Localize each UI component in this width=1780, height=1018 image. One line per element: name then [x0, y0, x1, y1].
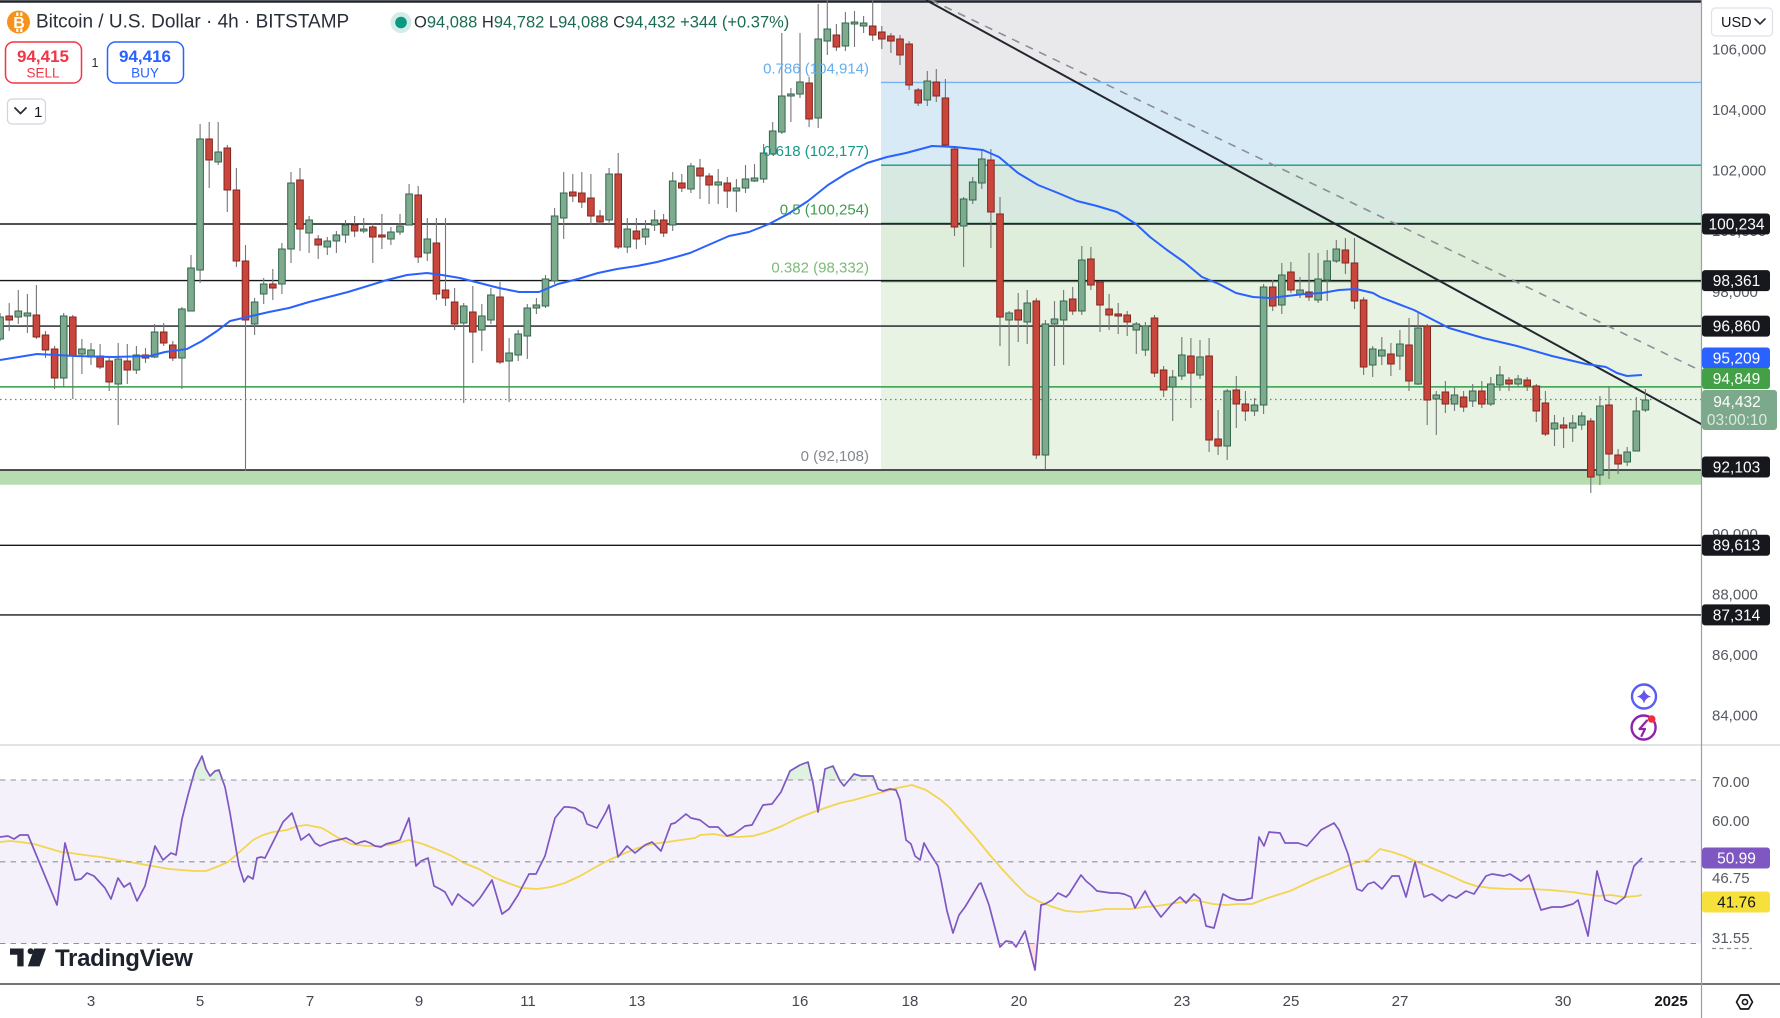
svg-text:94,849: 94,849: [1713, 371, 1760, 388]
svg-text:100,234: 100,234: [1708, 216, 1764, 233]
svg-text:16: 16: [792, 993, 809, 1010]
svg-text:18: 18: [902, 993, 919, 1010]
svg-text:3: 3: [87, 993, 95, 1010]
svg-text:102,000: 102,000: [1712, 163, 1766, 180]
svg-text:5: 5: [196, 993, 204, 1010]
svg-text:0.618 (102,177): 0.618 (102,177): [763, 143, 869, 160]
svg-text:92,103: 92,103: [1713, 459, 1760, 476]
svg-text:60.00: 60.00: [1712, 813, 1750, 830]
svg-text:TradingView: TradingView: [55, 945, 193, 972]
svg-text:7: 7: [306, 993, 314, 1010]
svg-text:0 (92,108): 0 (92,108): [801, 448, 869, 465]
svg-text:USD: USD: [1721, 15, 1752, 31]
svg-text:98,361: 98,361: [1713, 273, 1760, 290]
svg-text:O94,088 H94,782 L94,088 C94,43: O94,088 H94,782 L94,088 C94,432 +344 (+0…: [414, 14, 789, 32]
svg-text:89,613: 89,613: [1713, 538, 1760, 555]
svg-text:50.99: 50.99: [1717, 850, 1756, 867]
svg-text:BUY: BUY: [131, 66, 159, 81]
svg-text:87,314: 87,314: [1713, 607, 1761, 624]
svg-text:104,000: 104,000: [1712, 102, 1766, 119]
svg-text:20: 20: [1011, 993, 1028, 1010]
svg-text:86,000: 86,000: [1712, 647, 1758, 664]
svg-text:30: 30: [1555, 993, 1572, 1010]
svg-text:0.382 (98,332): 0.382 (98,332): [771, 260, 869, 277]
svg-text:94,415: 94,415: [17, 47, 69, 66]
svg-text:41.76: 41.76: [1717, 894, 1756, 911]
svg-text:95,209: 95,209: [1713, 350, 1760, 367]
svg-text:94,432: 94,432: [1713, 394, 1760, 411]
svg-text:23: 23: [1174, 993, 1191, 1010]
svg-text:11: 11: [520, 993, 536, 1010]
svg-text:84,000: 84,000: [1712, 707, 1758, 724]
svg-text:9: 9: [415, 993, 423, 1010]
svg-text:Bitcoin / U.S. Dollar · 4h · B: Bitcoin / U.S. Dollar · 4h · BITSTAMP: [36, 12, 349, 33]
svg-text:46.75: 46.75: [1712, 870, 1750, 887]
svg-text:03:00:10: 03:00:10: [1707, 412, 1768, 429]
svg-text:106,000: 106,000: [1712, 42, 1766, 59]
svg-text:31.55: 31.55: [1712, 930, 1750, 947]
svg-text:B: B: [13, 15, 25, 32]
svg-text:94,416: 94,416: [119, 47, 171, 66]
svg-text:SELL: SELL: [26, 66, 60, 81]
svg-text:2025: 2025: [1654, 993, 1687, 1010]
svg-text:1: 1: [34, 104, 42, 121]
svg-text:70.00: 70.00: [1712, 774, 1750, 791]
svg-text:0.5 (100,254): 0.5 (100,254): [780, 201, 869, 218]
svg-text:13: 13: [629, 993, 646, 1010]
svg-text:27: 27: [1392, 993, 1409, 1010]
svg-text:0.786 (104,914): 0.786 (104,914): [763, 60, 869, 77]
svg-text:1: 1: [92, 56, 99, 70]
svg-text:88,000: 88,000: [1712, 586, 1758, 603]
svg-text:96,860: 96,860: [1713, 319, 1761, 336]
svg-text:25: 25: [1283, 993, 1300, 1010]
